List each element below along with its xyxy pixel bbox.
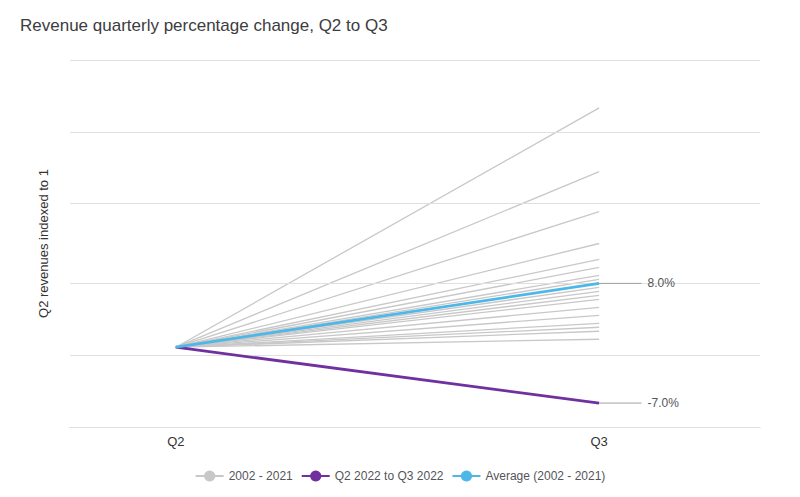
svg-text:Q3: Q3 [590,434,607,449]
svg-text:Q2 revenues indexed to 1: Q2 revenues indexed to 1 [36,169,51,318]
svg-text:-7.0%: -7.0% [647,396,679,410]
svg-text:Average (2002 - 2021): Average (2002 - 2021) [485,469,605,483]
svg-text:8.0%: 8.0% [647,276,675,290]
svg-text:Q2: Q2 [167,434,184,449]
svg-text:Revenue quarterly percentage c: Revenue quarterly percentage change, Q2 … [20,16,388,35]
svg-text:2002 - 2021: 2002 - 2021 [229,469,293,483]
svg-text:Q2 2022 to Q3 2022: Q2 2022 to Q3 2022 [335,469,444,483]
